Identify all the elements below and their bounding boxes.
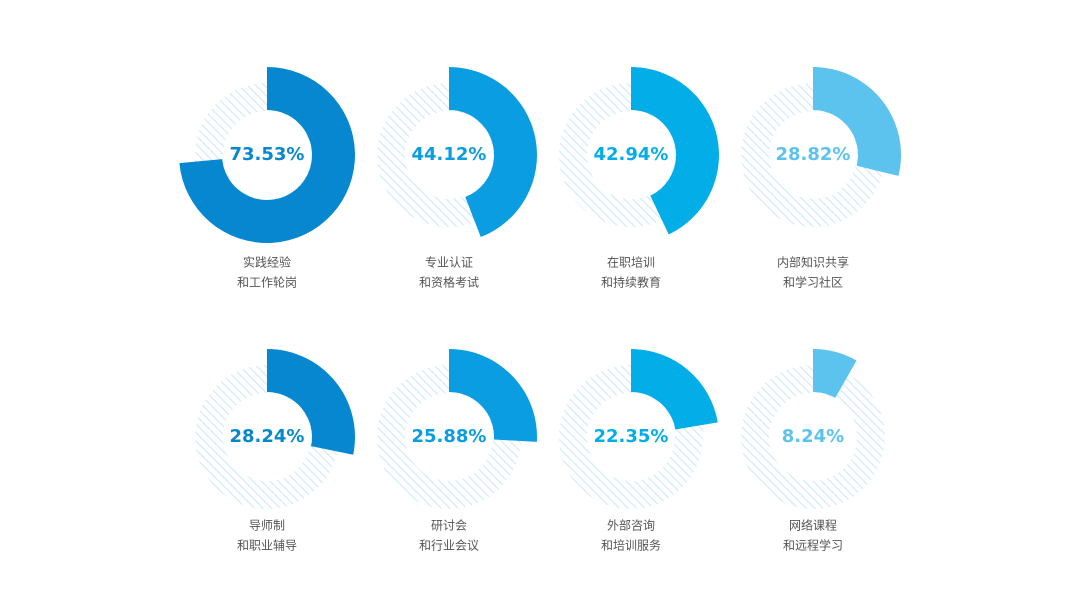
donut-arc [267,349,355,455]
value-label: 25.88% [412,426,487,447]
value-label: 28.82% [776,144,851,165]
category-label: 和职业辅导 [237,539,297,553]
donut-arc [813,349,857,398]
category-label: 和持续教育 [601,275,661,290]
value-label: 28.24% [230,426,305,447]
donut-arc [631,349,718,430]
category-label: 在职培训 [607,255,655,270]
donut-arc [813,67,901,176]
donut-arc [449,67,537,238]
category-label: 专业认证 [425,255,473,270]
donut-arc [179,67,356,244]
category-label: 外部咨询 [607,518,655,533]
value-label: 73.53% [230,144,305,165]
category-label: 和资格考试 [419,275,479,290]
value-label: 22.35% [594,426,669,447]
category-label: 和学习社区 [783,275,843,290]
category-label: 和行业会议 [419,539,479,553]
category-label: 和远程学习 [783,538,843,553]
category-label: 和工作轮岗 [237,276,297,290]
category-label: 导师制 [249,519,285,533]
value-label: 44.12% [412,144,487,165]
value-label: 8.24% [782,426,844,447]
category-label: 网络课程 [789,518,837,533]
donut-arc [631,67,720,235]
value-label: 42.94% [594,144,669,165]
category-label: 实践经验 [243,255,291,270]
donut-arc [449,349,537,442]
category-label: 和培训服务 [601,538,661,553]
category-label: 研讨会 [431,519,467,533]
category-label: 内部知识共享 [777,255,849,270]
